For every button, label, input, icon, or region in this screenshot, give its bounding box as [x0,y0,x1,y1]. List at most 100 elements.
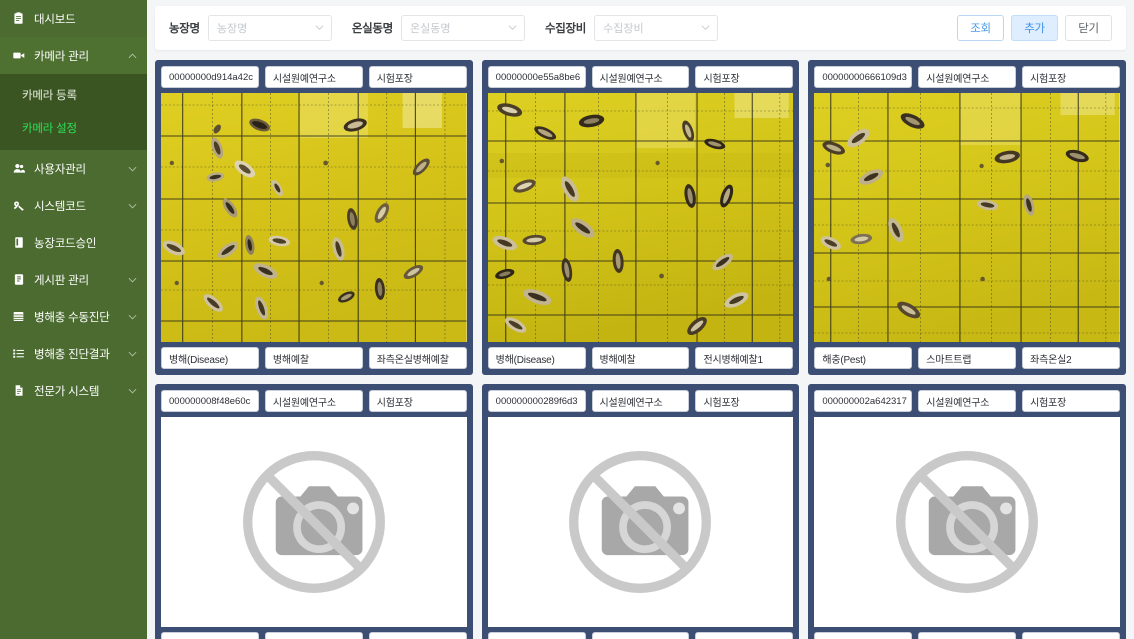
card-footer: 병해(Disease) 병해예찰 좌측온실병해예찰 [161,347,467,369]
camera-type-field[interactable]: 병해(Disease) [161,347,259,369]
camera-org-field[interactable]: 시설원예연구소 [591,390,690,412]
camera-id-field[interactable]: 00000000d914a42c [161,66,259,88]
camera-image-placeholder[interactable] [161,417,467,627]
camera-site-field[interactable]: 시험포장 [368,66,467,88]
sidebar-item-camera-register[interactable]: 카메라 등록 [0,78,147,111]
no-camera-icon [161,417,467,627]
camera-purpose-field[interactable]: 병해예찰 [591,347,690,369]
sticky-trap-image [161,93,467,342]
card-footer [161,632,467,639]
camera-purpose-field[interactable] [591,632,690,639]
camera-card[interactable]: 000000002a642317 시설원예연구소 시험포장 [808,384,1126,639]
search-button[interactable]: 조회 [957,15,1004,41]
camera-site-field[interactable]: 시험포장 [1022,390,1120,412]
sidebar-item-board-management[interactable]: 게시판 관리 [0,261,147,298]
sidebar-item-manual-diagnosis[interactable]: 병해충 수동진단 [0,298,147,335]
chevron-up-icon [127,51,137,61]
list-icon [11,346,26,361]
camera-image-placeholder[interactable] [814,417,1120,627]
sidebar-submenu-camera: 카메라 등록 카메라 설정 [0,74,147,150]
add-button[interactable]: 추가 [1011,15,1058,41]
camera-image[interactable] [814,93,1120,342]
camera-type-field[interactable] [487,632,586,639]
sidebar-item-camera-management[interactable]: 카메라 관리 [0,37,147,74]
camera-location-field[interactable]: 전시병해예찰1 [695,347,794,369]
sidebar-item-farm-code-approval[interactable]: 농장코드승인 [0,224,147,261]
camera-id-field[interactable]: 00000000e55a8be6 [487,66,586,88]
sidebar-item-user-management[interactable]: 사용자관리 [0,150,147,187]
camera-id-field[interactable]: 000000008f48e60c [161,390,259,412]
camera-card[interactable]: 00000000666109d3 시설원예연구소 시험포장 [808,60,1126,375]
camera-id-field[interactable]: 00000000666109d3 [814,66,913,88]
device-select-value: 수집장비 [603,23,644,35]
camera-type-field[interactable]: 병해(Disease) [487,347,586,369]
camera-id-field[interactable]: 000000000289f6d3 [487,390,586,412]
insects [492,103,749,335]
camera-site-field[interactable]: 시험포장 [368,390,467,412]
camera-org-field[interactable]: 시설원예연구소 [918,66,1017,88]
camera-location-field[interactable]: 좌측온실2 [1022,347,1120,369]
book-icon [11,235,26,250]
code-icon [11,198,26,213]
camera-card[interactable]: 00000000e55a8be6 시설원예연구소 시험포장 [481,60,800,375]
sidebar-item-camera-settings[interactable]: 카메라 설정 [0,111,147,144]
sidebar-item-system-code[interactable]: 시스템코드 [0,187,147,224]
camera-site-field[interactable]: 시험포장 [695,390,794,412]
camera-site-field[interactable]: 시험포장 [695,66,794,88]
farm-select[interactable]: 농장명 [207,15,332,41]
camera-purpose-field[interactable] [918,632,1017,639]
video-camera-icon [11,48,26,63]
sidebar-item-diagnosis-results[interactable]: 병해충 진단결과 [0,335,147,372]
camera-org-field[interactable]: 시설원예연구소 [264,390,363,412]
toolbar-buttons: 조회 추가 닫기 [957,15,1112,41]
sidebar-item-dashboard[interactable]: 대시보드 [0,0,147,37]
camera-card[interactable]: 000000008f48e60c 시설원예연구소 시험포장 [155,384,473,639]
camera-site-field[interactable]: 시험포장 [1022,66,1120,88]
camera-purpose-field[interactable]: 병해예찰 [264,347,363,369]
sidebar-item-label: 대시보드 [34,13,76,26]
camera-image[interactable] [487,93,794,342]
camera-image-placeholder[interactable] [487,417,794,627]
card-header: 00000000d914a42c 시설원예연구소 시험포장 [161,66,467,88]
camera-image[interactable] [161,93,467,342]
sticky-trap-image [487,93,794,342]
sidebar: 대시보드 카메라 관리 카메라 등록 카메라 설정 사용자관리 [0,0,147,639]
camera-org-field[interactable]: 시설원예연구소 [918,390,1017,412]
filter-label-farm: 농장명 [169,23,200,35]
sidebar-item-expert-system[interactable]: 전문가 시스템 [0,372,147,409]
camera-card[interactable]: 000000000289f6d3 시설원예연구소 시험포장 [481,384,800,639]
camera-location-field[interactable] [368,632,467,639]
camera-card[interactable]: 00000000d914a42c 시설원예연구소 시험포장 [155,60,473,375]
camera-location-field[interactable] [695,632,794,639]
camera-org-field[interactable]: 시설원예연구소 [264,66,363,88]
sidebar-subitem-label: 카메라 등록 [22,89,77,102]
chevron-down-icon [508,24,517,33]
greenhouse-select[interactable]: 온실동명 [400,15,525,41]
table-icon [11,309,26,324]
camera-location-field[interactable]: 좌측온실병해예찰 [368,347,467,369]
sidebar-item-label: 전문가 시스템 [34,385,100,398]
card-header: 000000002a642317 시설원예연구소 시험포장 [814,390,1120,412]
camera-type-field[interactable] [814,632,913,639]
card-header: 000000000289f6d3 시설원예연구소 시험포장 [487,390,794,412]
no-camera-icon [487,417,794,627]
camera-location-field[interactable] [1022,632,1120,639]
filter-label-greenhouse: 온실동명 [351,23,393,35]
camera-id-field[interactable]: 000000002a642317 [814,390,913,412]
filter-group-device: 수집장비 수집장비 [545,15,719,41]
card-footer [487,632,794,639]
camera-type-field[interactable]: 해충(Pest) [814,347,913,369]
camera-type-field[interactable] [161,632,259,639]
card-footer [814,632,1120,639]
chevron-down-icon [127,349,137,359]
camera-purpose-field[interactable]: 스마트트랩 [918,347,1017,369]
card-footer: 해충(Pest) 스마트트랩 좌측온실2 [814,347,1120,369]
device-select[interactable]: 수집장비 [594,15,719,41]
close-button[interactable]: 닫기 [1065,15,1112,41]
camera-org-field[interactable]: 시설원예연구소 [591,66,690,88]
card-header: 00000000e55a8be6 시설원예연구소 시험포장 [487,66,794,88]
sidebar-item-label: 농장코드승인 [34,237,97,250]
card-header: 000000008f48e60c 시설원예연구소 시험포장 [161,390,467,412]
chevron-down-icon [127,201,137,211]
camera-purpose-field[interactable] [264,632,363,639]
